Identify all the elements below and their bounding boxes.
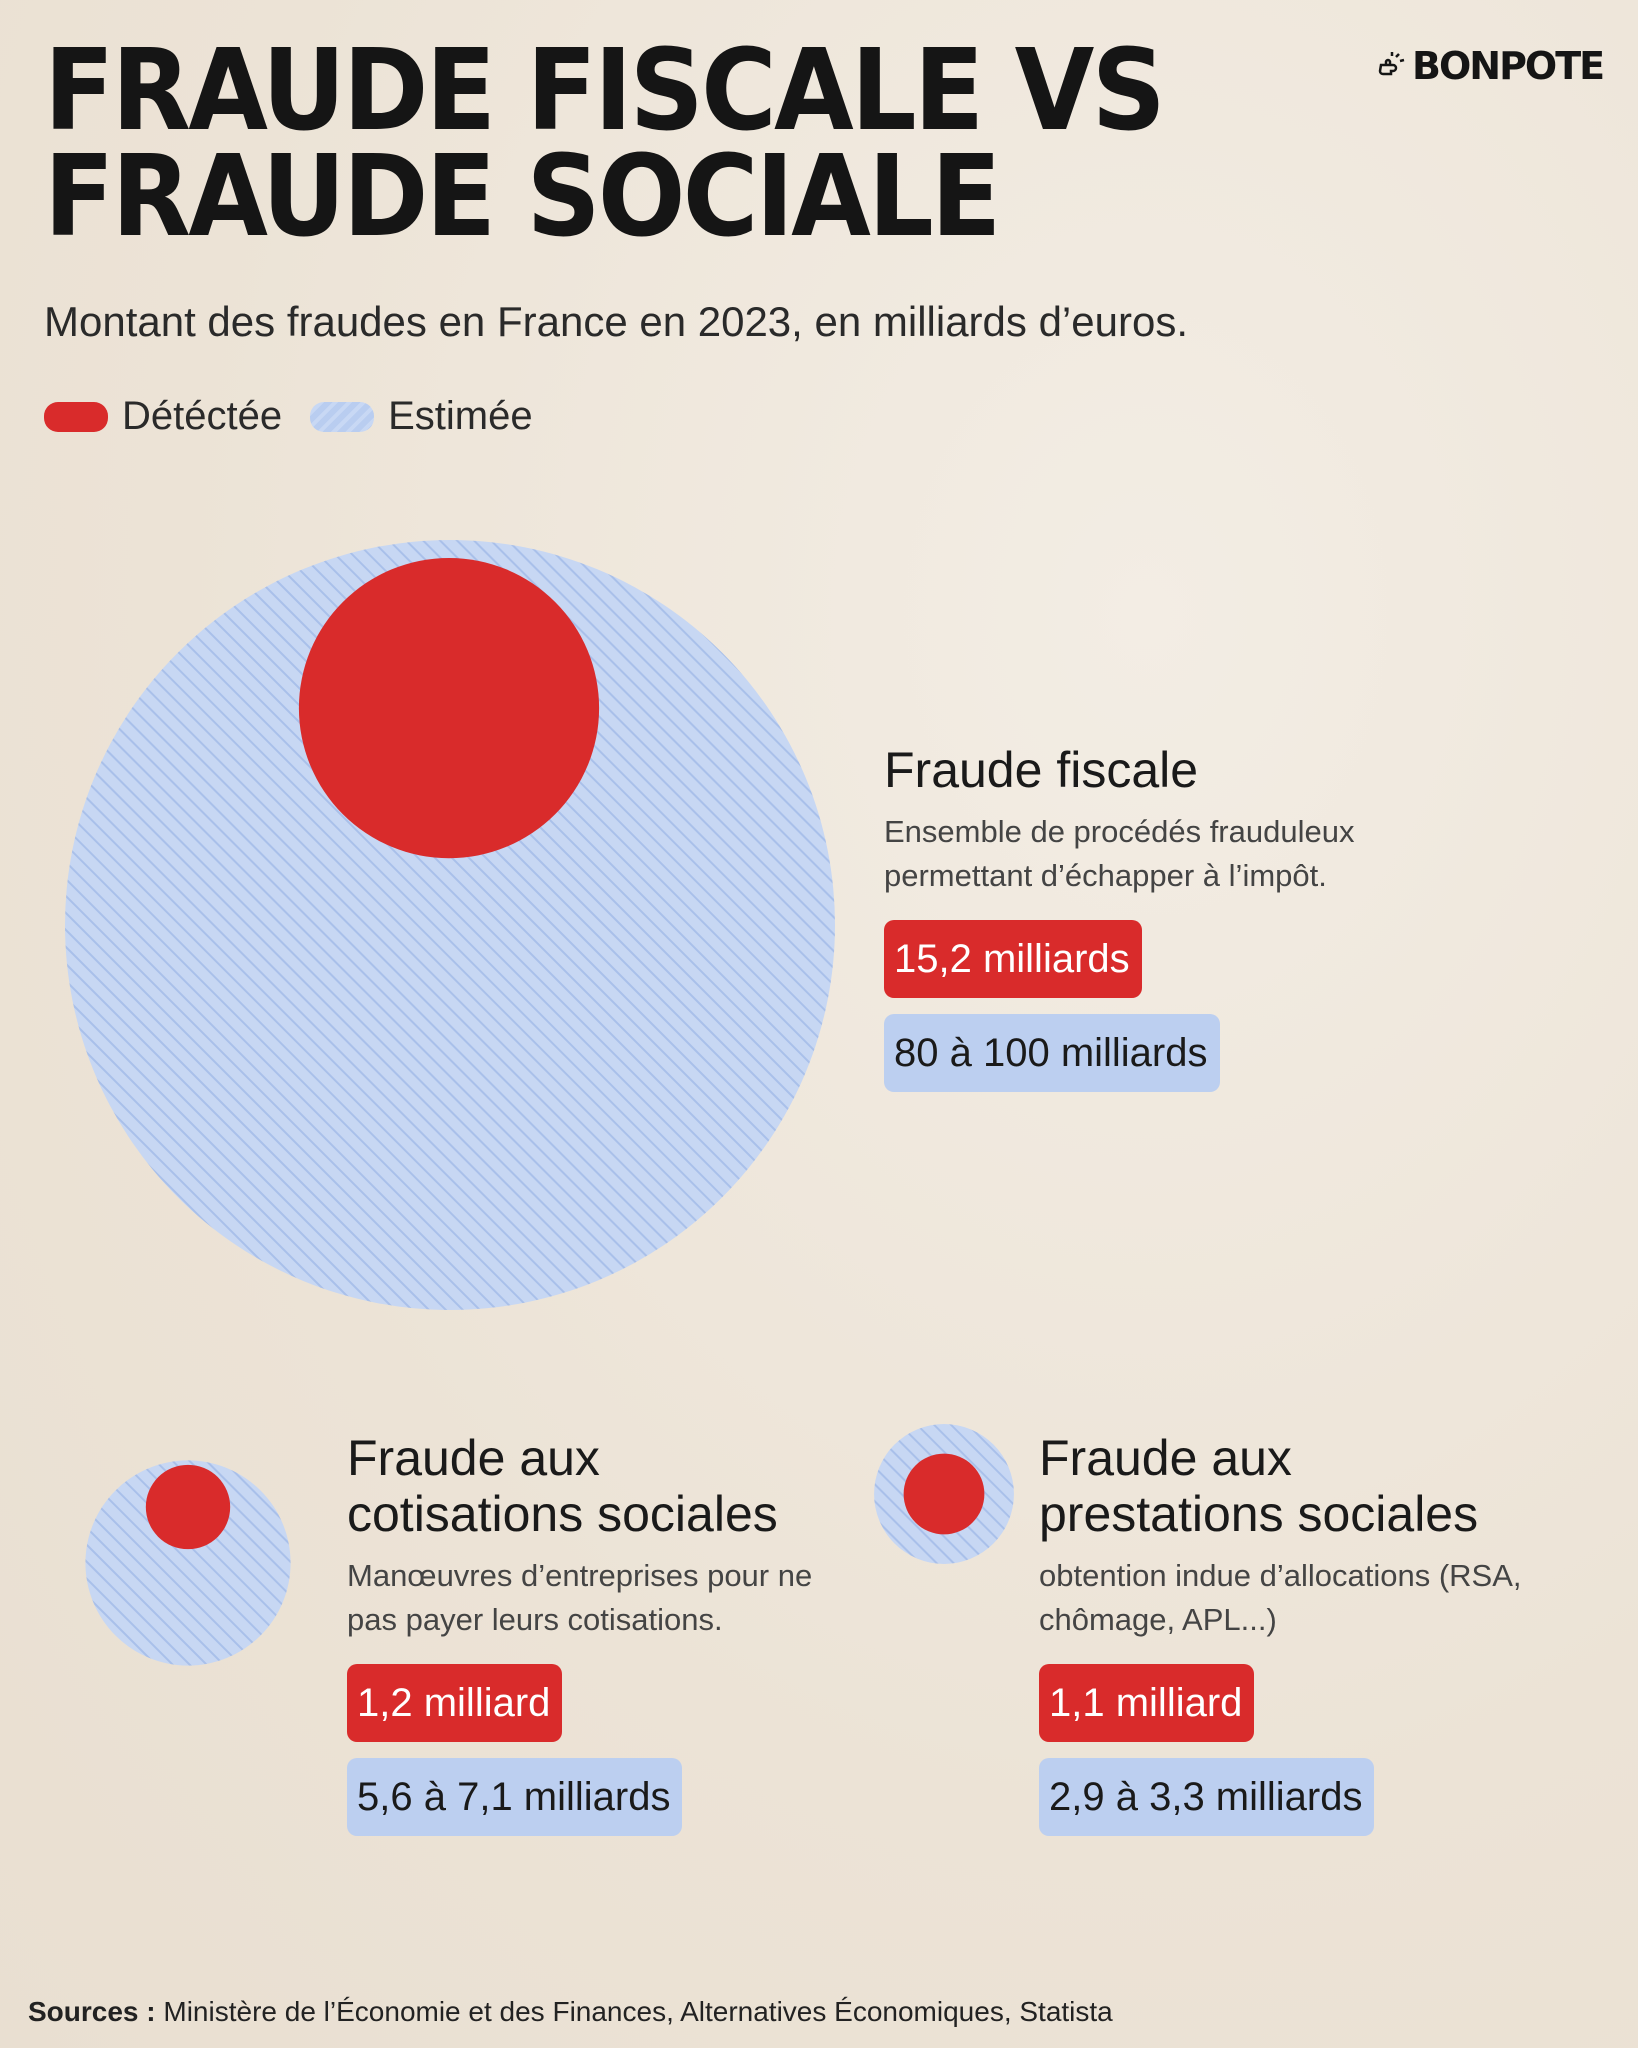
sources-text: Ministère de l’Économie et des Finances,… xyxy=(163,1996,1113,2027)
detected-value-label: 15,2 milliards xyxy=(884,920,1142,998)
legend-item-estimated: Estimée xyxy=(310,394,533,439)
legend-item-detected: Détéctée xyxy=(44,394,282,439)
sources: Sources : Ministère de l’Économie et des… xyxy=(28,1996,1113,2028)
page-title: FRAUDE FISCALE VS FRAUDE SOCIALE xyxy=(44,26,1166,262)
brand-logo: BONPOTE xyxy=(1378,44,1605,88)
item-fraude-fiscale: Fraude fiscale Ensemble de procédés frau… xyxy=(884,742,1444,1092)
estimated-value-label: 2,9 à 3,3 milliards xyxy=(1039,1758,1375,1836)
item-fraude-cotisations: Fraude aux cotisations sociales Manœuvre… xyxy=(347,1430,847,1836)
detected-bubble xyxy=(145,1464,231,1550)
pointing-hand-icon xyxy=(1378,52,1405,76)
item-fraude-prestations: Fraude aux prestations sociales obtentio… xyxy=(1039,1430,1539,1836)
title-line-1: FRAUDE FISCALE VS xyxy=(44,26,1166,156)
detected-bubble xyxy=(903,1453,985,1535)
title-line-2: FRAUDE SOCIALE xyxy=(44,132,1001,262)
legend-label-estimated: Estimée xyxy=(388,394,533,438)
item-description: Ensemble de procédés frauduleux permetta… xyxy=(884,814,1355,893)
item-description: Manœuvres d’entreprises pour ne pas paye… xyxy=(347,1558,813,1637)
subtitle: Montant des fraudes en France en 2023, e… xyxy=(44,298,1188,345)
item-title: Fraude fiscale xyxy=(884,742,1199,798)
legend-swatch-estimated xyxy=(310,401,375,432)
estimated-value-label: 5,6 à 7,1 milliards xyxy=(347,1758,683,1836)
detected-value-label: 1,1 milliard xyxy=(1039,1664,1255,1742)
estimated-bubble xyxy=(65,540,835,1310)
legend-swatch-detected xyxy=(44,401,108,432)
item-title: Fraude aux cotisations sociales xyxy=(347,1430,778,1542)
sources-label: Sources : xyxy=(28,1996,156,2027)
legend: Détéctée Estimée xyxy=(44,394,561,439)
item-description: obtention indue d’allocations (RSA, chôm… xyxy=(1039,1558,1522,1637)
detected-value-label: 1,2 milliard xyxy=(347,1664,563,1742)
estimated-bubble xyxy=(85,1460,291,1666)
legend-label-detected: Détéctée xyxy=(122,394,283,438)
detected-bubble xyxy=(298,558,600,859)
item-title: Fraude aux prestations sociales xyxy=(1039,1430,1479,1542)
brand-name: BONPOTE xyxy=(1412,44,1605,88)
estimated-value-label: 80 à 100 milliards xyxy=(884,1014,1220,1092)
